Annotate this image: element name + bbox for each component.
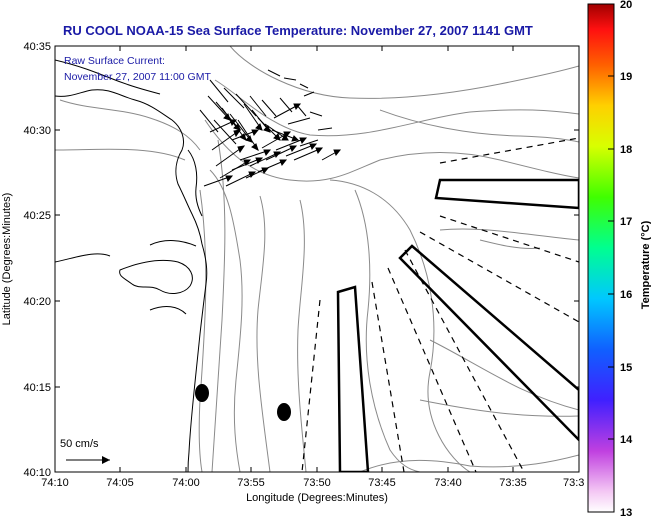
x-tick-label: 73:55 <box>237 477 265 489</box>
colorbar-gradient <box>587 3 615 513</box>
x-tick-label: 73:45 <box>368 477 396 489</box>
annotation-line2: November 27, 2007 11:00 GMT <box>64 71 211 83</box>
x-tick-labels: 74:10 74:05 74:00 73:55 73:50 73:45 73:4… <box>41 477 584 489</box>
y-tick-label: 40:15 <box>23 382 51 394</box>
x-axis-label: Longitude (Degrees:Minutes) <box>246 492 388 504</box>
colorbar-tick-marks <box>608 75 614 440</box>
colorbar-tick-label: 13 <box>620 507 632 518</box>
colorbar-tick-label: 18 <box>620 144 632 156</box>
axis-tick-marks <box>54 46 579 472</box>
y-tick-labels: 40:35 40:30 40:25 40:20 40:15 40:10 <box>23 41 51 479</box>
figure-title: RU COOL NOAA-15 Sea Surface Temperature:… <box>63 23 533 38</box>
y-tick-label: 40:20 <box>23 296 51 308</box>
scale-label: 50 cm/s <box>60 438 99 450</box>
y-tick-label: 40:30 <box>23 125 51 137</box>
x-tick-label: 74:05 <box>106 477 134 489</box>
x-tick-label: 73:40 <box>434 477 462 489</box>
map-area: 50 cm/s Raw Surface Current: November 27… <box>1 41 584 504</box>
boundary-polygons <box>336 178 579 472</box>
colorbar: 20 19 18 17 16 15 14 13 Temperature (°C) <box>587 0 651 518</box>
x-tick-label: 73:50 <box>303 477 331 489</box>
colorbar-tick-label: 17 <box>620 216 632 228</box>
annotation-line1: Raw Surface Current: <box>64 55 165 67</box>
colorbar-tick-label: 16 <box>620 289 632 301</box>
coastline <box>55 59 208 472</box>
current-vectors <box>199 69 342 187</box>
map-frame-bg <box>55 46 579 472</box>
scale-arrow <box>66 456 110 464</box>
colorbar-tick-label: 19 <box>620 71 632 83</box>
x-tick-label: 74:00 <box>172 477 200 489</box>
x-tick-label: 74:10 <box>41 477 69 489</box>
y-axis-label: Latitude (Degrees:Minutes) <box>1 193 13 326</box>
y-tick-label: 40:25 <box>23 210 51 222</box>
y-tick-label: 40:35 <box>23 41 51 53</box>
x-tick-label: 73:3 <box>563 477 584 489</box>
station-markers <box>195 384 291 421</box>
radial-dashed-lines <box>301 137 579 472</box>
y-tick-label: 40:10 <box>23 467 51 479</box>
x-tick-label: 73:35 <box>499 477 527 489</box>
colorbar-tick-label: 14 <box>620 434 633 446</box>
colorbar-label: Temperature (°C) <box>640 220 651 309</box>
colorbar-tick-label: 15 <box>620 362 632 374</box>
colorbar-tick-label: 20 <box>620 0 632 11</box>
bathymetry-contours <box>55 46 579 472</box>
